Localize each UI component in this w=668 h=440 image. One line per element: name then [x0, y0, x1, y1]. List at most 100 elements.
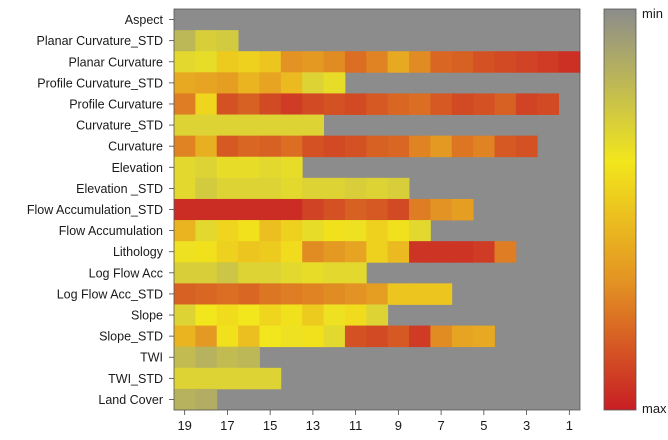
heatmap-cell	[216, 304, 239, 326]
heatmap-cell	[387, 135, 410, 158]
x-axis: 19 17 15 13 11 9 7 5 3 1	[177, 410, 573, 433]
heatmap-cell	[195, 198, 218, 221]
row-label: Lithology	[113, 245, 164, 259]
heatmap-cell	[302, 135, 324, 158]
heatmap-cell	[238, 220, 260, 242]
heatmap-cell	[302, 114, 324, 137]
heatmap-cell	[302, 198, 324, 221]
x-tick-label: 13	[306, 418, 320, 433]
heatmap-cell	[344, 135, 367, 158]
heatmap-cell	[280, 241, 303, 263]
heatmap-cell	[195, 304, 218, 326]
heatmap-cell	[344, 262, 367, 284]
heatmap-cell	[174, 325, 196, 348]
heatmap-cell	[174, 198, 196, 221]
heatmap-cell	[451, 241, 474, 263]
row-label: Flow Accumulation_STD	[27, 203, 163, 217]
heatmap-cell	[216, 177, 239, 200]
heatmap-cell	[323, 51, 346, 73]
heatmap-cell	[216, 220, 239, 242]
heatmap-cell	[259, 156, 282, 179]
heatmap-cell	[344, 177, 367, 200]
heatmap-cell	[174, 9, 196, 31]
heatmap-cell	[280, 156, 303, 179]
heatmap-cell	[174, 114, 196, 137]
heatmap-cell	[366, 51, 389, 73]
heatmap-cell	[344, 198, 367, 221]
heatmap-cell	[323, 304, 346, 326]
heatmap-cell	[494, 135, 517, 158]
row-label: Slope	[131, 309, 163, 323]
heatmap-cell	[195, 114, 218, 137]
x-tick-label: 3	[523, 418, 530, 433]
heatmap-cell	[366, 135, 389, 158]
heatmap-cell	[302, 241, 324, 263]
colorbar-max-label: max	[642, 401, 667, 416]
heatmap-cell	[430, 135, 453, 158]
heatmap-cell	[409, 325, 431, 348]
heatmap-cell	[323, 93, 346, 115]
heatmap-cell	[537, 93, 560, 115]
heatmap-cell	[174, 177, 196, 200]
x-tick-label: 9	[395, 418, 402, 433]
heatmap-cell	[216, 367, 239, 390]
heatmap-cell	[451, 198, 474, 221]
heatmap-cell	[238, 241, 260, 263]
heatmap-cell	[259, 198, 282, 221]
heatmap-cell	[323, 198, 346, 221]
heatmap-cell	[259, 135, 282, 158]
heatmap-cell	[323, 283, 346, 305]
heatmap-cell	[259, 72, 282, 94]
row-label: Planar Curvature_STD	[37, 34, 163, 48]
heatmap-cell	[174, 135, 196, 158]
heatmap-cell	[280, 114, 303, 137]
heatmap-cell	[238, 262, 260, 284]
heatmap-cell	[302, 177, 324, 200]
heatmap-cell	[195, 177, 218, 200]
heatmap-cell	[195, 220, 218, 242]
heatmap-cell	[302, 93, 324, 115]
colorbar-gradient	[603, 8, 637, 411]
heatmap-cell	[174, 304, 196, 326]
heatmap-cell	[216, 72, 239, 94]
row-label: Aspect	[125, 13, 164, 27]
heatmap-cell	[302, 283, 324, 305]
heatmap-cell	[195, 156, 218, 179]
heatmap-cell	[302, 304, 324, 326]
heatmap-cell	[174, 241, 196, 263]
heatmap-cell	[387, 283, 410, 305]
heatmap-cell	[366, 304, 389, 326]
heatmap-cell	[558, 51, 581, 73]
heatmap-cell	[366, 177, 389, 200]
heatmap-cell	[238, 177, 260, 200]
heatmap-cell	[409, 220, 431, 242]
heatmap-cell	[409, 51, 431, 73]
heatmap-cell	[195, 51, 218, 73]
heatmap-cell	[238, 325, 260, 348]
heatmap-cell	[280, 304, 303, 326]
heatmap-cell	[238, 367, 260, 390]
heatmap-cell	[174, 367, 196, 390]
heatmap-cell	[302, 262, 324, 284]
heatmap-cell	[366, 241, 389, 263]
heatmap-cell	[409, 283, 431, 305]
heatmap-cell	[494, 241, 517, 263]
heatmap-cell	[216, 51, 239, 73]
heatmap-cell	[323, 135, 346, 158]
heatmap-cell	[280, 177, 303, 200]
row-label: TWI	[140, 351, 163, 365]
heatmap-cell	[344, 241, 367, 263]
heatmap-cell	[280, 72, 303, 94]
heatmap-cell	[344, 220, 367, 242]
heatmap-cell	[259, 93, 282, 115]
heatmap-cell	[259, 241, 282, 263]
heatmap-cell	[387, 198, 410, 221]
heatmap-cell	[323, 262, 346, 284]
heatmap-cell	[216, 262, 239, 284]
heatmap-cell	[259, 51, 282, 73]
heatmap-cell	[302, 51, 324, 73]
heatmap-cell	[280, 262, 303, 284]
heatmap-cell	[387, 51, 410, 73]
heatmap-cell	[515, 93, 538, 115]
